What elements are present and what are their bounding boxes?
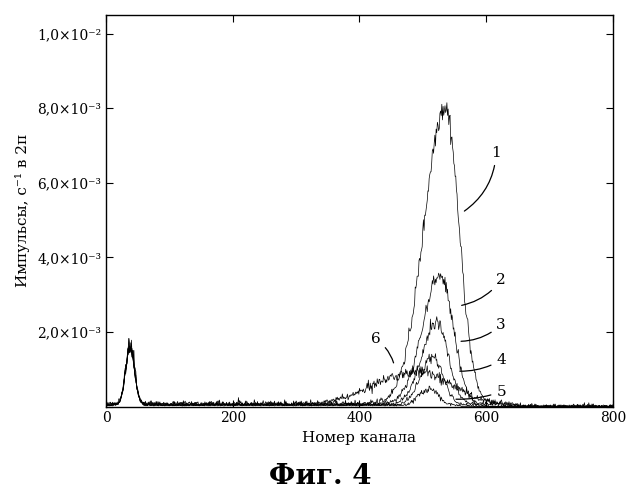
Text: 1: 1: [464, 146, 501, 211]
Text: 2: 2: [462, 273, 506, 306]
Text: 3: 3: [461, 318, 506, 342]
Text: Фиг. 4: Фиг. 4: [269, 463, 372, 490]
Text: 4: 4: [460, 353, 506, 371]
Text: 6: 6: [371, 332, 394, 363]
X-axis label: Номер канала: Номер канала: [303, 431, 417, 445]
Text: 5: 5: [456, 384, 506, 399]
Y-axis label: Импульсы, с⁻¹ в 2π: Импульсы, с⁻¹ в 2π: [15, 134, 30, 288]
